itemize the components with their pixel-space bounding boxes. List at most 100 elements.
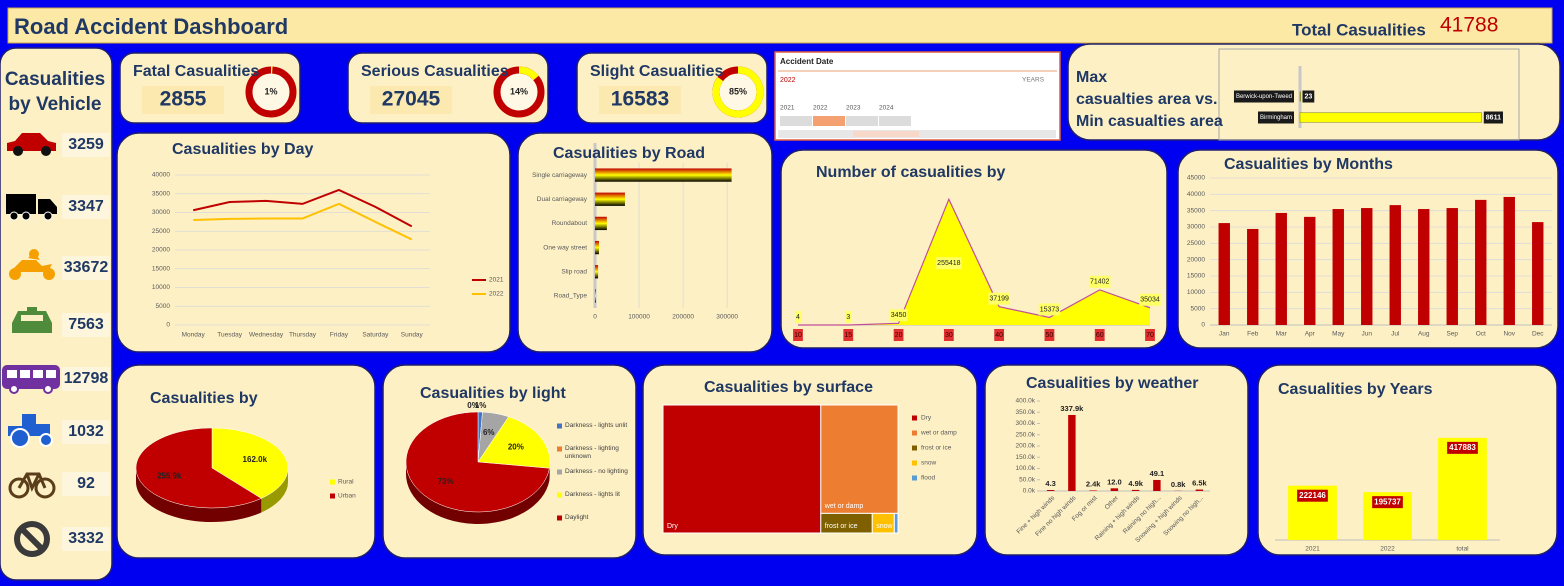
icon-wheel <box>9 211 19 221</box>
donut-share <box>245 66 297 118</box>
label-box <box>1257 111 1294 124</box>
bar <box>1247 228 1259 325</box>
bar <box>595 240 599 255</box>
total-value: 41788 <box>1440 14 1498 37</box>
bar <box>1361 208 1373 325</box>
slicer-tile[interactable] <box>846 116 878 126</box>
bar <box>595 192 625 206</box>
y-tick-label: Roundabout <box>552 220 588 227</box>
vehicle-value: 1032 <box>68 423 104 440</box>
total-label: Total Casualities <box>1292 20 1426 39</box>
vehicle-value: 3347 <box>68 198 104 215</box>
x-tick-label: Jan <box>1219 331 1230 338</box>
data-label: 255418 <box>937 260 960 267</box>
x-tick-label: 100000 <box>628 314 650 321</box>
legend-item: Darkness - lights lit <box>565 491 620 498</box>
chart-title: Casualities by Day <box>172 141 314 158</box>
legend-swatch <box>557 515 562 521</box>
slicer-tile[interactable] <box>879 116 911 126</box>
legend-label: Rural <box>338 479 354 486</box>
icon-bus-window <box>33 370 43 378</box>
chart-title: Casualities by weather <box>1026 375 1199 392</box>
legend-item: Daylight <box>565 514 588 521</box>
tile-label: snow <box>876 523 893 530</box>
y-tick-label: 5000 <box>156 303 171 310</box>
data-label: 37199 <box>989 296 1009 303</box>
x-tick-label: Oct <box>1476 331 1486 338</box>
icon-bicycle <box>17 472 47 492</box>
legend-item: Darkness - no lighting <box>565 468 628 475</box>
chart-title: Max <box>1076 69 1107 86</box>
label-box <box>1483 111 1503 124</box>
legend-label: Darkness - lights unlit <box>565 422 628 429</box>
legend-label: Darkness - lights lit <box>565 491 620 498</box>
icon-motorbike <box>12 252 52 272</box>
icon-wheel <box>9 384 19 394</box>
slicer-scroll-thumb[interactable] <box>853 131 919 137</box>
data-label: 222146 <box>1299 491 1326 500</box>
vehicle-value: 12798 <box>64 370 109 387</box>
x-tick-label: 30 <box>945 332 953 339</box>
x-tick-label: Jul <box>1391 331 1400 338</box>
y-tick-label: 50.0k <box>1019 476 1036 483</box>
kpi-label: Fatal Casualities <box>133 63 259 80</box>
data-label: 20% <box>508 443 524 452</box>
value-box <box>142 86 224 114</box>
icon-wheel <box>43 211 53 221</box>
panel <box>0 47 113 581</box>
legend-item: Darkness - lighting unknown <box>565 445 619 460</box>
legend-label: Dry <box>921 415 932 422</box>
chart-title: Casualities by Months <box>1224 156 1393 173</box>
data-label: 71402 <box>1090 279 1110 286</box>
legend-label: Urban <box>338 493 356 500</box>
icon-wheel <box>13 146 23 156</box>
label-box <box>1233 90 1294 103</box>
vehicle-value: 33672 <box>64 259 109 276</box>
icon-taxi-sign <box>27 307 37 312</box>
data-label: 3 <box>846 314 850 321</box>
data-label: 23 <box>1304 93 1312 100</box>
y-tick-label: One way street <box>543 244 587 251</box>
donut-label: 1% <box>264 86 277 96</box>
x-tick-label: 60 <box>1096 332 1104 339</box>
y-tick-label: 25000 <box>152 228 170 235</box>
bar <box>1110 488 1119 491</box>
icon-wheel <box>34 477 56 499</box>
slicer-year: 2023 <box>846 105 861 112</box>
data-label: 1% <box>475 401 487 410</box>
pie-side <box>136 468 262 522</box>
data-label: 49.1 <box>1150 469 1165 478</box>
legend-swatch <box>912 475 917 481</box>
slicer-tile[interactable] <box>813 116 845 126</box>
value-box <box>62 367 110 391</box>
legend-swatch <box>912 460 917 466</box>
slicer-level[interactable]: YEARS <box>1022 77 1045 84</box>
data-label: 0.8k <box>1171 480 1186 489</box>
bar <box>1299 112 1483 123</box>
label-box <box>1038 303 1061 316</box>
label-box <box>795 310 801 323</box>
slicer-year: 2021 <box>780 105 795 112</box>
data-label: 337.9k <box>1060 404 1084 413</box>
data-label: 12.0 <box>1107 477 1122 486</box>
data-label: 4.9k <box>1128 479 1143 488</box>
slicer-tile[interactable] <box>780 116 812 126</box>
value-box <box>62 256 110 280</box>
y-tick-label: Single carriageway <box>532 172 588 179</box>
value-box <box>62 133 110 157</box>
tile <box>893 512 899 534</box>
pie-slice <box>211 427 289 499</box>
y-tick-label: Birmingham <box>1260 115 1292 121</box>
label-box <box>994 329 1005 341</box>
donut-share <box>712 66 764 118</box>
data-label: 35034 <box>1140 297 1160 304</box>
label-box <box>1447 441 1478 454</box>
legend-label: wet or damp <box>920 430 957 437</box>
legend-label: Darkness - lighting unknown <box>565 445 619 460</box>
value-box <box>62 313 110 337</box>
label-box <box>889 309 908 322</box>
chart-title: Casualities by Road <box>553 145 705 162</box>
slicer-year: 2024 <box>879 105 894 112</box>
icon-wheel <box>41 146 51 156</box>
x-tick-label: 200000 <box>672 314 694 321</box>
